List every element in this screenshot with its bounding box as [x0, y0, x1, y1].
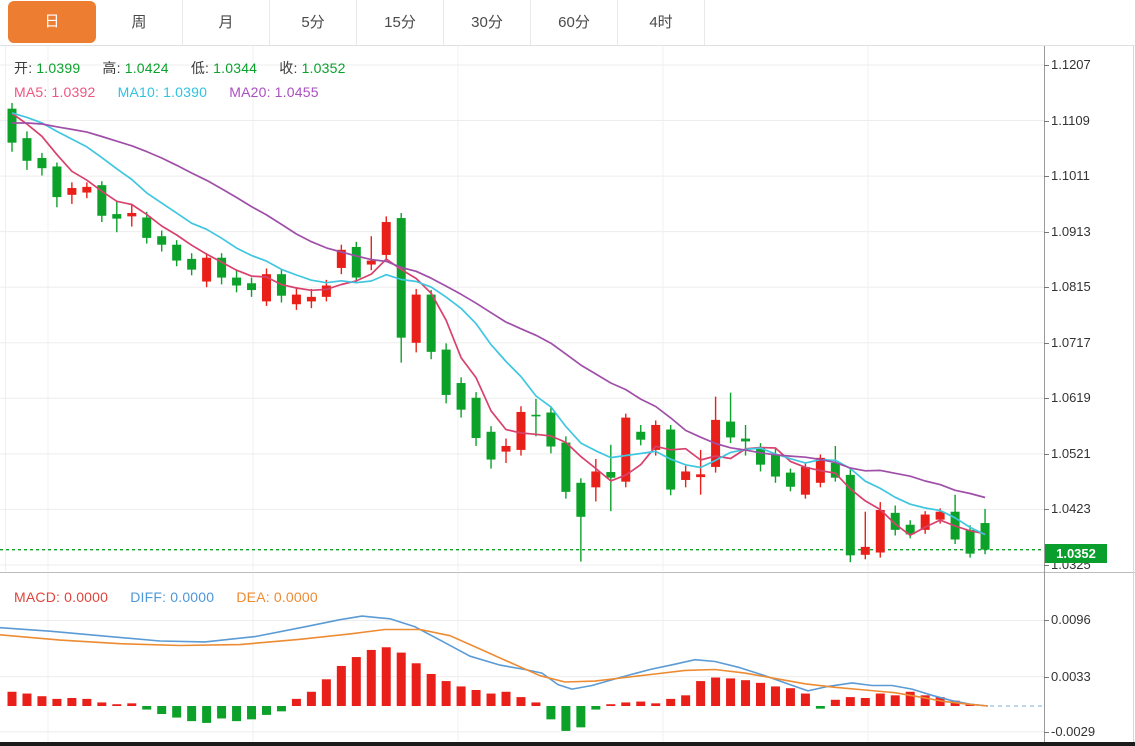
macd-pane — [0, 573, 1044, 742]
open-value: 1.0399 — [36, 60, 81, 76]
ma20-value: 1.0455 — [274, 84, 319, 100]
tabbar-divider — [0, 45, 1135, 46]
axis-tick-label: 1.1011 — [1051, 168, 1090, 183]
candlestick-pane — [0, 46, 1044, 571]
axis-tick — [1044, 620, 1049, 621]
ma-legend: MA5: 1.0392 MA10: 1.0390 MA20: 1.0455 — [14, 84, 323, 100]
axis-tick-label: 1.0815 — [1051, 279, 1091, 294]
tab-30min[interactable]: 30分 — [444, 0, 531, 45]
axis-tick — [1044, 65, 1049, 66]
right-frame — [1133, 46, 1134, 742]
tab-5min[interactable]: 5分 — [270, 0, 357, 45]
axis-tick-label: 1.0619 — [1051, 390, 1091, 405]
axis-tick — [1044, 232, 1049, 233]
axis-tick — [1044, 565, 1049, 566]
tab-4hour[interactable]: 4时 — [618, 0, 705, 45]
axis-tick — [1044, 454, 1049, 455]
axis-tick — [1044, 121, 1049, 122]
ma10-label: MA10: — [117, 84, 160, 100]
ma10-value: 1.0390 — [163, 84, 208, 100]
dea-label: DEA: — [236, 589, 270, 605]
axis-tick-label: 1.1207 — [1051, 57, 1091, 72]
high-value: 1.0424 — [124, 60, 169, 76]
ohlc-legend: 开: 1.0399 高: 1.0424 低: 1.0344 收: 1.0352 — [14, 58, 350, 78]
diff-value: 0.0000 — [170, 589, 215, 605]
axis-tick-label: 0.0096 — [1051, 612, 1091, 627]
axis-tick — [1044, 398, 1049, 399]
macd-label: MACD: — [14, 589, 61, 605]
tab-60min[interactable]: 60分 — [531, 0, 618, 45]
high-label: 高: — [102, 60, 121, 76]
axis-tick-label: 1.0717 — [1051, 335, 1091, 350]
axis-tick-label: 1.1109 — [1051, 113, 1090, 128]
pane-divider — [0, 572, 1135, 573]
macd-legend: MACD: 0.0000 DIFF: 0.0000 DEA: 0.0000 — [14, 589, 322, 605]
tab-month[interactable]: 月 — [183, 0, 270, 45]
axis-tick-label: 1.0521 — [1051, 446, 1091, 461]
ma5-value: 1.0392 — [51, 84, 96, 100]
dea-value: 0.0000 — [273, 589, 318, 605]
diff-label: DIFF: — [130, 589, 167, 605]
low-value: 1.0344 — [213, 60, 258, 76]
tab-15min[interactable]: 15分 — [357, 0, 444, 45]
bottom-frame — [0, 742, 1135, 746]
ma5-label: MA5: — [14, 84, 48, 100]
open-label: 开: — [14, 60, 33, 76]
tab-day[interactable]: 日 — [8, 1, 96, 43]
axis-tick — [1044, 732, 1049, 733]
axis-tick — [1044, 343, 1049, 344]
axis-tick-label: 1.0913 — [1051, 224, 1091, 239]
price-axis-line — [1044, 46, 1045, 743]
left-frame — [5, 46, 6, 571]
ma20-label: MA20: — [229, 84, 271, 100]
axis-tick-label: -0.0029 — [1051, 724, 1096, 739]
tab-week[interactable]: 周 — [96, 0, 183, 45]
axis-tick-label: 0.0033 — [1051, 669, 1091, 684]
axis-tick-label: 1.0423 — [1051, 501, 1091, 516]
axis-tick — [1044, 677, 1049, 678]
timeframe-tabs: 日 周 月 5分 15分 30分 60分 4时 — [0, 0, 706, 45]
current-price-tag: 1.0352 — [1045, 544, 1107, 563]
close-value: 1.0352 — [301, 60, 346, 76]
low-label: 低: — [190, 60, 210, 76]
axis-tick — [1044, 176, 1049, 177]
close-label: 收: — [279, 60, 298, 76]
macd-value: 0.0000 — [64, 589, 109, 605]
axis-tick — [1044, 509, 1049, 510]
axis-tick — [1044, 287, 1049, 288]
